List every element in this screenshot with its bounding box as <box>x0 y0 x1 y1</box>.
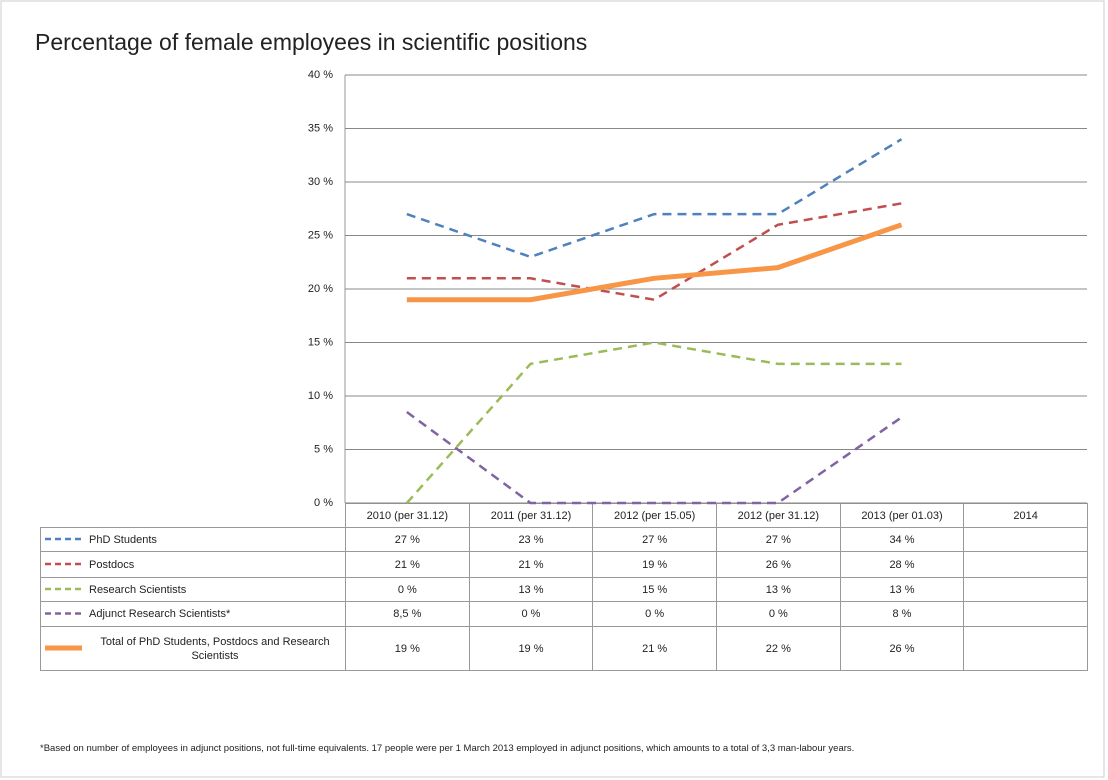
value-cell: 26 % <box>839 626 965 671</box>
value-cell: 8,5 % <box>345 601 470 627</box>
column-header: 2011 (per 31.12) <box>468 503 594 528</box>
value-cell: 27 % <box>345 527 470 552</box>
column-header: 2012 (per 15.05) <box>592 503 717 528</box>
value-cell: 0 % <box>345 577 470 602</box>
value-cell <box>963 551 1088 578</box>
value-cell: 22 % <box>716 626 841 671</box>
footnote: *Based on number of employees in adjunct… <box>40 743 855 754</box>
value-cell: 27 % <box>592 527 717 552</box>
value-cell: 15 % <box>592 577 717 602</box>
y-tick-label: 30 % <box>308 176 333 188</box>
y-tick-label: 20 % <box>308 283 333 295</box>
value-cell: 21 % <box>592 626 717 671</box>
value-cell <box>963 577 1088 602</box>
value-cell: 13 % <box>839 577 965 602</box>
column-header: 2013 (per 01.03) <box>839 503 965 528</box>
value-cell: 26 % <box>716 551 841 578</box>
series-name: Total of PhD Students, Postdocs and Rese… <box>40 626 346 671</box>
value-cell: 13 % <box>716 577 841 602</box>
y-tick-label: 0 % <box>314 497 333 509</box>
value-cell: 34 % <box>839 527 965 552</box>
value-cell: 8 % <box>839 601 965 627</box>
value-cell: 0 % <box>468 601 594 627</box>
column-header: 2010 (per 31.12) <box>345 503 470 528</box>
value-cell <box>963 626 1088 671</box>
value-cell: 0 % <box>592 601 717 627</box>
value-cell <box>963 527 1088 552</box>
column-header: 2012 (per 31.12) <box>716 503 841 528</box>
series-name: Research Scientists <box>40 577 346 602</box>
value-cell: 28 % <box>839 551 965 578</box>
column-header: 2014 <box>963 503 1088 528</box>
y-tick-label: 10 % <box>308 390 333 402</box>
value-cell: 21 % <box>345 551 470 578</box>
series-name: Postdocs <box>40 551 346 578</box>
value-cell: 23 % <box>468 527 594 552</box>
y-tick-label: 35 % <box>308 122 333 134</box>
y-tick-label: 25 % <box>308 229 333 241</box>
value-cell <box>963 601 1088 627</box>
chart-title: Percentage of female employees in scient… <box>35 29 587 55</box>
value-cell: 19 % <box>592 551 717 578</box>
y-tick-label: 5 % <box>314 443 333 455</box>
y-tick-label: 15 % <box>308 336 333 348</box>
value-cell: 13 % <box>468 577 594 602</box>
value-cell: 19 % <box>468 626 594 671</box>
value-cell: 21 % <box>468 551 594 578</box>
value-cell: 0 % <box>716 601 841 627</box>
series-line <box>406 138 903 259</box>
value-cell: 19 % <box>345 626 470 671</box>
series-line <box>406 411 903 505</box>
series-line <box>405 341 902 504</box>
series-name: PhD Students <box>40 527 346 552</box>
series-line <box>406 222 903 303</box>
series-name: Adjunct Research Scientists* <box>40 601 346 627</box>
value-cell: 27 % <box>716 527 841 552</box>
series-line <box>406 202 902 302</box>
y-tick-label: 40 % <box>308 69 333 81</box>
